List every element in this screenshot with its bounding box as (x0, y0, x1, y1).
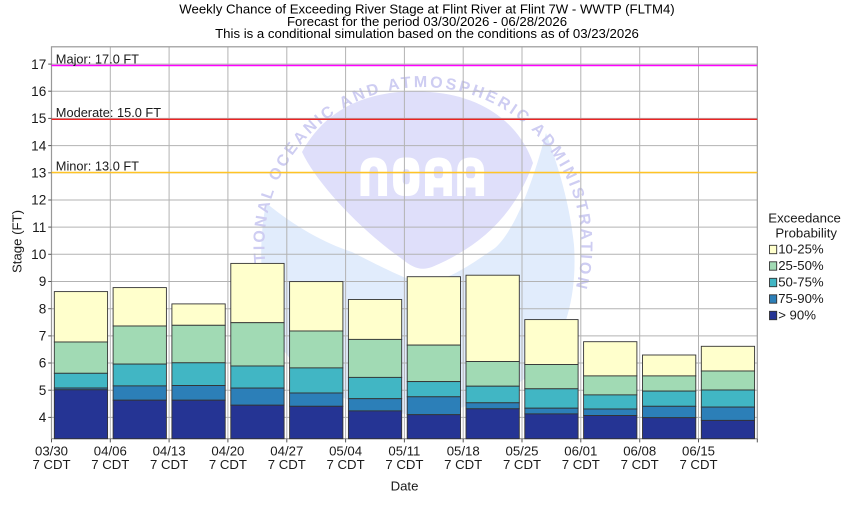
svg-text:Forecast for the period 03/30/: Forecast for the period 03/30/2026 - 06/… (287, 14, 567, 29)
svg-text:05/11: 05/11 (388, 443, 420, 458)
svg-text:05/25: 05/25 (505, 443, 538, 458)
svg-text:7 CDT: 7 CDT (327, 457, 365, 472)
svg-text:75-90%: 75-90% (778, 291, 824, 306)
svg-text:Major: 17.0 FT: Major: 17.0 FT (56, 52, 139, 67)
svg-text:Probability: Probability (775, 226, 837, 241)
svg-text:06/01: 06/01 (564, 443, 597, 458)
svg-text:04/13: 04/13 (153, 443, 186, 458)
svg-text:50-75%: 50-75% (778, 275, 824, 290)
svg-text:8: 8 (39, 301, 47, 316)
svg-text:9: 9 (39, 274, 47, 289)
svg-text:7 CDT: 7 CDT (444, 457, 482, 472)
svg-text:Exceedance: Exceedance (768, 211, 841, 226)
svg-text:11: 11 (32, 220, 46, 235)
svg-text:13: 13 (31, 166, 46, 181)
svg-text:7 CDT: 7 CDT (209, 457, 247, 472)
svg-text:15: 15 (31, 111, 46, 126)
svg-text:7 CDT: 7 CDT (562, 457, 600, 472)
svg-text:7 CDT: 7 CDT (32, 457, 70, 472)
svg-text:7 CDT: 7 CDT (268, 457, 306, 472)
svg-text:12: 12 (31, 193, 46, 208)
svg-text:06/08: 06/08 (623, 443, 656, 458)
svg-text:7 CDT: 7 CDT (503, 457, 541, 472)
svg-text:Moderate: 15.0 FT: Moderate: 15.0 FT (56, 105, 161, 120)
svg-text:Stage (FT): Stage (FT) (10, 210, 25, 273)
svg-text:7 CDT: 7 CDT (150, 457, 188, 472)
svg-text:04/27: 04/27 (270, 443, 303, 458)
svg-text:25-50%: 25-50% (778, 258, 824, 273)
svg-text:10: 10 (31, 247, 47, 262)
svg-text:7 CDT: 7 CDT (385, 457, 423, 472)
svg-text:Minor: 13.0 FT: Minor: 13.0 FT (56, 159, 139, 174)
svg-text:14: 14 (31, 138, 47, 153)
svg-text:7 CDT: 7 CDT (621, 457, 659, 472)
svg-text:03/30: 03/30 (35, 443, 68, 458)
svg-text:Date: Date (391, 479, 419, 494)
svg-text:05/04: 05/04 (329, 443, 362, 458)
svg-text:04/06: 04/06 (94, 443, 127, 458)
svg-text:7: 7 (39, 329, 47, 344)
svg-text:> 90%: > 90% (778, 308, 816, 323)
svg-text:10-25%: 10-25% (778, 242, 824, 257)
svg-text:6: 6 (39, 356, 47, 371)
svg-text:7 CDT: 7 CDT (91, 457, 129, 472)
svg-text:Weekly Chance of Exceeding Riv: Weekly Chance of Exceeding River Stage a… (179, 1, 674, 16)
svg-text:16: 16 (31, 84, 46, 99)
svg-text:04/20: 04/20 (211, 443, 244, 458)
svg-text:06/15: 06/15 (682, 443, 715, 458)
svg-text:7 CDT: 7 CDT (679, 457, 717, 472)
svg-text:This is a conditional simulati: This is a conditional simulation based o… (215, 26, 639, 41)
svg-text:4: 4 (39, 410, 47, 425)
svg-text:05/18: 05/18 (447, 443, 480, 458)
svg-text:17: 17 (31, 57, 46, 72)
svg-text:5: 5 (39, 383, 47, 398)
